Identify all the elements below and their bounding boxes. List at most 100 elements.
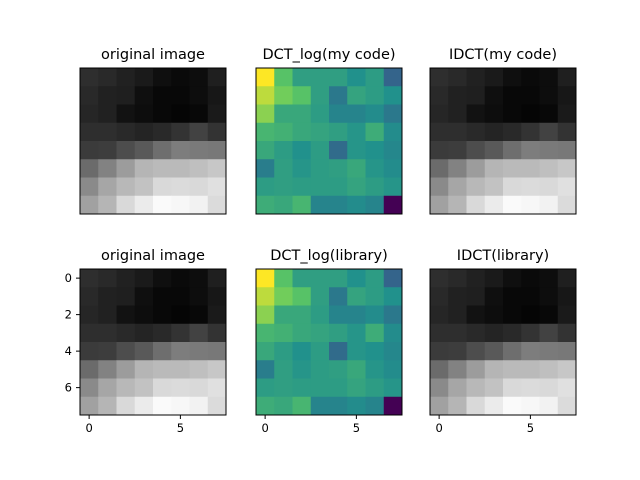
heatmap-cell <box>521 159 540 178</box>
heatmap-cell <box>116 122 136 142</box>
heatmap-cell <box>189 396 209 416</box>
heatmap-cell <box>430 305 449 325</box>
heatmap-cell <box>98 396 117 416</box>
heatmap-cell <box>310 396 330 416</box>
heatmap-cell <box>207 323 227 343</box>
heatmap-cell <box>347 141 366 160</box>
panel-4: original image 0 5 0 2 4 6 <box>65 248 227 435</box>
heatmap-cell <box>503 360 522 379</box>
heatmap-cell <box>80 141 99 160</box>
heatmap-cell <box>484 305 504 325</box>
heatmap-cell <box>189 195 209 215</box>
heatmap-cell <box>292 396 312 416</box>
x-tick-label: 5 <box>353 421 360 435</box>
heatmap-cell <box>448 396 467 416</box>
heatmap-cell <box>448 342 467 361</box>
heatmap-cell <box>329 269 348 288</box>
x-tick-label: 0 <box>85 421 92 435</box>
heatmap-cell <box>274 195 293 215</box>
heatmap-cell <box>116 287 136 306</box>
heatmap-cell <box>430 122 449 142</box>
panel-6: IDCT(library) 0 5 <box>429 248 577 435</box>
heatmap-cell <box>503 141 522 160</box>
heatmap-cell <box>292 360 312 379</box>
heatmap-cell <box>430 104 449 124</box>
heatmap-cell <box>134 195 154 215</box>
heatmap-cell <box>329 68 348 87</box>
heatmap-cell <box>448 159 467 178</box>
heatmap-cell <box>171 287 190 306</box>
heatmap-cell <box>503 287 522 306</box>
heatmap-cell <box>466 269 486 288</box>
heatmap-cell <box>365 122 385 142</box>
heatmap-cell <box>207 141 227 160</box>
heatmap-cell <box>347 269 366 288</box>
panel-frame <box>79 67 227 215</box>
heatmap-cell <box>383 396 403 416</box>
heatmap-cell <box>557 342 577 361</box>
heatmap-cell <box>274 342 293 361</box>
heatmap-cell <box>365 360 385 379</box>
heatmap-cell <box>539 342 559 361</box>
heatmap-cell <box>365 305 385 325</box>
heatmap-cell <box>256 68 275 87</box>
heatmap-cell <box>365 68 385 87</box>
heatmap-cell <box>153 86 172 105</box>
heatmap-cell <box>430 342 449 361</box>
heatmap-cell <box>484 68 504 87</box>
heatmap-cell <box>329 378 348 398</box>
heatmap-cell <box>521 323 540 343</box>
heatmap-cell <box>383 68 403 87</box>
heatmap-cell <box>521 396 540 416</box>
heatmap-cell <box>329 104 348 124</box>
heatmap-cell <box>189 86 209 105</box>
heatmap-cell <box>430 195 449 215</box>
heatmap-cell <box>503 396 522 416</box>
heatmap-cell <box>153 287 172 306</box>
heatmap-cell <box>484 159 504 178</box>
heatmap-cell <box>329 305 348 325</box>
heatmap-cell <box>430 323 449 343</box>
heatmap-cell <box>310 141 330 160</box>
heatmap-cell <box>153 360 172 379</box>
heatmap-cell <box>539 378 559 398</box>
heatmap-cell <box>365 104 385 124</box>
heatmap-cell <box>256 269 275 288</box>
heatmap-cell <box>256 141 275 160</box>
heatmap-cell <box>292 269 312 288</box>
heatmap-cell <box>256 305 275 325</box>
heatmap-cell <box>171 86 190 105</box>
heatmap-cell <box>98 269 117 288</box>
heatmap-cell <box>466 305 486 325</box>
heatmap-cell <box>256 159 275 178</box>
heatmap-cell <box>365 159 385 178</box>
heatmap-cell <box>134 342 154 361</box>
heatmap-cell <box>448 305 467 325</box>
x-tick-label: 0 <box>261 421 268 435</box>
panel-title: DCT_log(my code) <box>262 47 395 63</box>
heatmap-cell <box>484 342 504 361</box>
heatmap-cell <box>134 141 154 160</box>
heatmap-cell <box>466 122 486 142</box>
heatmap-cell <box>292 195 312 215</box>
heatmap-cell <box>539 68 559 87</box>
heatmap-cell <box>329 323 348 343</box>
heatmap-cell <box>539 305 559 325</box>
heatmap-cell <box>484 122 504 142</box>
heatmap-cell <box>329 342 348 361</box>
heatmap-cell <box>557 159 577 178</box>
heatmap-cell <box>207 159 227 178</box>
heatmap-cell <box>189 378 209 398</box>
heatmap-cell <box>383 104 403 124</box>
panel-title: IDCT(my code) <box>449 47 557 63</box>
heatmap-cell <box>80 396 99 416</box>
heatmap-cell <box>557 141 577 160</box>
heatmap-cell <box>274 305 293 325</box>
heatmap-cell <box>134 396 154 416</box>
heatmap-cell <box>80 378 99 398</box>
heatmap-cell <box>521 104 540 124</box>
heatmap-cell <box>98 360 117 379</box>
heatmap-cell <box>539 159 559 178</box>
heatmap-cell <box>383 378 403 398</box>
heatmap-cell <box>189 305 209 325</box>
